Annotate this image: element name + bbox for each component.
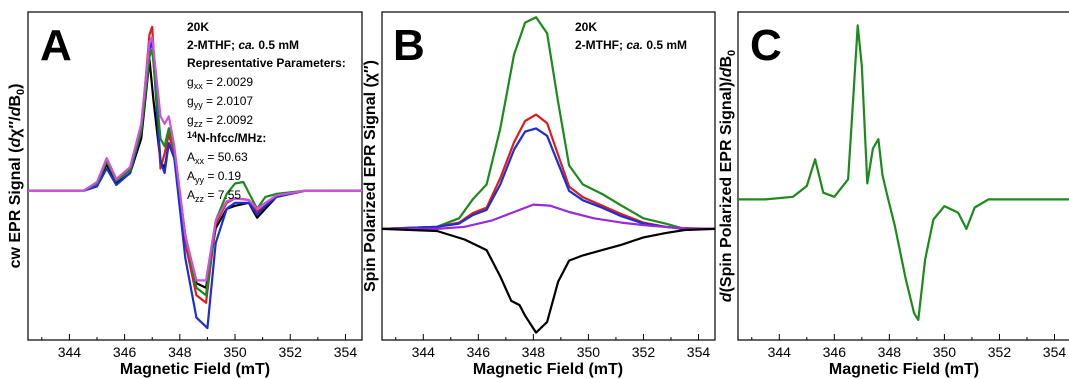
anno-a-params-title: Representative Parameters: bbox=[187, 56, 346, 70]
panel-a-xtick-label: 350 bbox=[223, 344, 247, 360]
anno-b-temp: 20K bbox=[575, 20, 597, 34]
panel-a-xtick-label: 344 bbox=[58, 344, 82, 360]
panel-a-xtick-label: 348 bbox=[168, 344, 192, 360]
panel-c-xtick-label: 346 bbox=[823, 344, 847, 360]
anno-a-gzz: gzz = 2.0092 bbox=[187, 113, 253, 129]
panel-c-xtick-label: 352 bbox=[988, 344, 1012, 360]
panel-c-ylabel: d(Spin Polarized EPR Signal)/dB0 bbox=[718, 50, 738, 302]
panel-b-xtick-label: 346 bbox=[467, 344, 491, 360]
panel-a-series-4-line bbox=[28, 36, 362, 282]
panel-c-letter: C bbox=[750, 21, 782, 70]
anno-a-solvent: 2-MTHF; ca. 0.5 mM bbox=[187, 38, 299, 52]
panel-b-xtick-label: 344 bbox=[412, 344, 436, 360]
panel-a-xtick-label: 352 bbox=[279, 344, 303, 360]
panel-a: 344 346 348 350 352 354 A Magnetic Field (mT)… bbox=[7, 11, 363, 378]
panel-a-xtick-label: 346 bbox=[113, 344, 137, 360]
panel-b-series-0-line bbox=[381, 16, 715, 230]
anno-b-solvent: 2-MTHF; ca. 0.5 mM bbox=[575, 38, 687, 52]
panel-b-xtick-label: 348 bbox=[522, 344, 546, 360]
panel-c-frame bbox=[737, 11, 1069, 341]
panel-a-ticks: 344 346 348 350 352 354 bbox=[41, 334, 358, 360]
panel-a-letter: A bbox=[40, 21, 72, 70]
panel-a-series-2-line bbox=[28, 40, 362, 330]
anno-a-temp: 20K bbox=[187, 20, 209, 34]
panel-c-xtick-label: 354 bbox=[1043, 344, 1067, 360]
panel-b-xtick-label: 352 bbox=[632, 344, 656, 360]
anno-a-ayy: Ayy = 0.19 bbox=[187, 169, 241, 185]
panel-b-series-1-line bbox=[381, 113, 715, 230]
panel-b-series-2-line bbox=[381, 127, 715, 230]
panel-b-ticks: 344 346 348 350 352 354 bbox=[395, 334, 711, 360]
panel-c-xlabel: Magnetic Field (mT) bbox=[829, 361, 979, 378]
panel-a-xtick-label: 354 bbox=[334, 344, 358, 360]
panel-a-xlabel: Magnetic Field (mT) bbox=[120, 361, 270, 378]
panel-b-ylabel: Spin Polarized EPR Signal (χ″) bbox=[362, 60, 379, 292]
panel-b-series-3-line bbox=[382, 203, 716, 230]
panel-c-xtick-label: 350 bbox=[933, 344, 957, 360]
panel-c-plot bbox=[738, 24, 1069, 321]
panel-b-xlabel: Magnetic Field (mT) bbox=[473, 361, 623, 378]
panel-b-letter: B bbox=[393, 21, 425, 70]
panel-b-xtick-label: 350 bbox=[577, 344, 601, 360]
anno-a-gyy: gyy = 2.0107 bbox=[187, 94, 253, 110]
panel-a-frame bbox=[27, 11, 363, 341]
panel-c-ticks: 344 346 348 350 352 354 bbox=[751, 334, 1067, 360]
anno-a-hfcc-title: 14N-hfcc/MHz: bbox=[187, 130, 266, 145]
panel-b-frame bbox=[381, 11, 716, 341]
panel-c: 344 346 348 350 352 354 C Magnetic Field (mT)… bbox=[718, 11, 1069, 378]
panel-a-plot bbox=[28, 25, 362, 330]
panel-c-xtick-label: 344 bbox=[768, 344, 792, 360]
panel-a-annotations: 20K 2-MTHF; ca. 0.5 mM Representative Pa… bbox=[187, 20, 346, 204]
anno-a-azz: Azz = 7.55 bbox=[187, 188, 241, 204]
panel-c-xtick-label: 348 bbox=[878, 344, 902, 360]
anno-a-axx: Axx = 50.63 bbox=[187, 150, 248, 166]
panel-b-plot bbox=[381, 16, 716, 334]
panel-b-series-4-line bbox=[381, 227, 716, 334]
panel-a-ylabel: cw EPR Signal (dχ″/dB0) bbox=[7, 84, 27, 269]
panel-c-series-0-line bbox=[738, 24, 1069, 321]
panel-b-annotations: 20K 2-MTHF; ca. 0.5 mM bbox=[575, 20, 687, 52]
panel-b-xtick-label: 354 bbox=[687, 344, 711, 360]
panel-b: 344 346 348 350 352 354 B Magnetic Field (mT)… bbox=[362, 11, 716, 378]
anno-a-gxx: gxx = 2.0029 bbox=[187, 75, 253, 91]
